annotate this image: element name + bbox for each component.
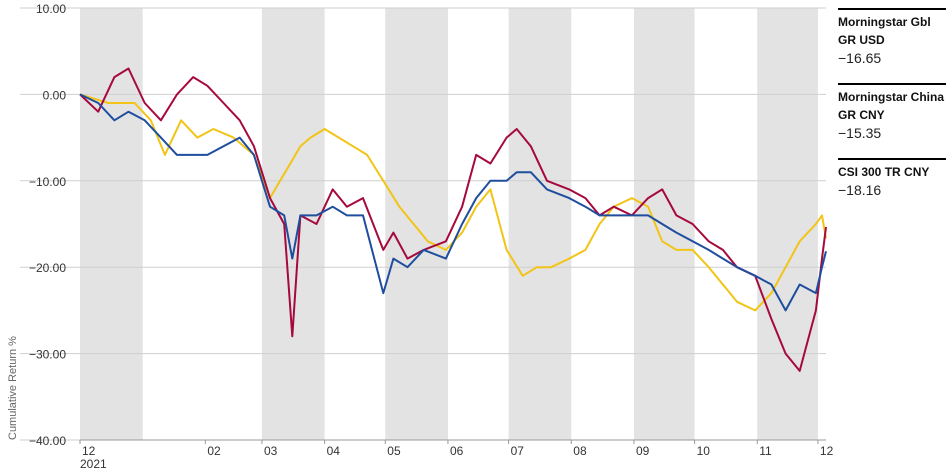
- x-tick-label: 10: [697, 444, 711, 458]
- year-label: 2021: [80, 457, 107, 471]
- x-tick-label: 05: [387, 444, 401, 458]
- month-shade-band: [508, 8, 572, 440]
- series-line-0: [79, 93, 827, 312]
- y-tick-label: −30.00: [29, 348, 66, 362]
- legend-value: −16.65: [838, 50, 882, 66]
- y-axis-ticks: 10.00 0.00 −10.00 −20.00 −30.00 −40.00: [29, 2, 66, 448]
- month-shade-band: [633, 8, 695, 440]
- y-axis-label: Cumulative Return %: [7, 336, 19, 440]
- legend: Morningstar Gbl GR USD −16.65 Morningsta…: [838, 8, 946, 215]
- legend-item-china: Morningstar China GR CNY −15.35: [838, 83, 946, 142]
- x-tick-label: 11: [759, 444, 772, 458]
- gridlines: [20, 7, 826, 441]
- legend-name: Morningstar China GR CNY: [838, 90, 945, 122]
- x-tick-label: 04: [327, 444, 341, 458]
- legend-name: CSI 300 TR CNY: [838, 165, 930, 179]
- y-tick-label: 10.00: [36, 2, 66, 16]
- x-tick-label: 09: [636, 444, 650, 458]
- month-shade-band: [80, 8, 143, 440]
- x-tick-label: 07: [511, 444, 525, 458]
- y-tick-label: −40.00: [29, 434, 66, 448]
- series-line-2: [79, 93, 827, 312]
- month-shade-band: [757, 8, 818, 440]
- legend-value: −15.35: [838, 125, 882, 141]
- month-shade-band: [385, 8, 448, 440]
- x-axis-ticks: 12 02 03 04 05 06 07 08 09 10 11 12: [79, 440, 834, 458]
- legend-item-gbl: Morningstar Gbl GR USD −16.65: [838, 8, 946, 67]
- series-line-1: [79, 67, 827, 372]
- x-tick-label: 12: [82, 444, 96, 458]
- y-tick-label: −10.00: [29, 175, 66, 189]
- legend-item-csi300: CSI 300 TR CNY −18.16: [838, 158, 946, 199]
- x-tick-label: 12: [820, 444, 834, 458]
- month-shade-band: [261, 8, 325, 440]
- x-tick-label: 08: [573, 444, 587, 458]
- x-tick-label: 02: [207, 444, 221, 458]
- x-tick-label: 03: [264, 444, 278, 458]
- x-tick-label: 06: [450, 444, 464, 458]
- month-shading: [80, 8, 818, 440]
- legend-value: −18.16: [838, 182, 882, 198]
- y-tick-label: −20.00: [29, 261, 66, 275]
- y-tick-label: 0.00: [43, 88, 67, 102]
- series-lines: [79, 67, 827, 372]
- legend-name: Morningstar Gbl GR USD: [838, 15, 931, 47]
